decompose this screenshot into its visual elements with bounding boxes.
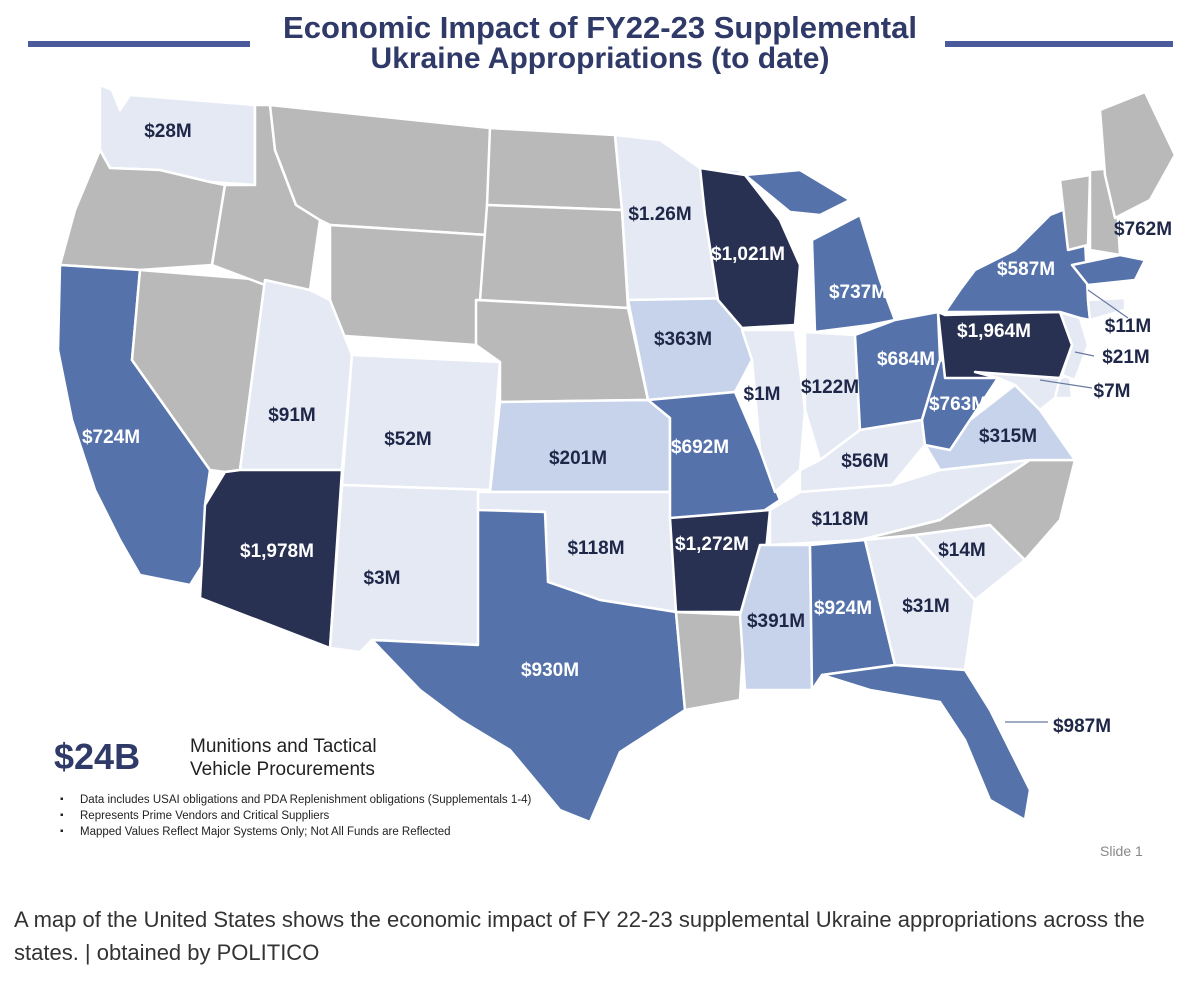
state-nm xyxy=(328,483,492,654)
legend-label-line-2: Vehicle Procurements xyxy=(190,759,375,780)
state-value-mi: $737M xyxy=(829,282,887,303)
title-rule-left xyxy=(28,41,250,47)
state-mi-upper xyxy=(743,168,852,217)
state-va xyxy=(923,383,1077,472)
image-caption: A map of the United States shows the eco… xyxy=(14,907,1145,965)
us-map: $28M $1.26M $1,021M $762M $587M $737M $363M $1,… xyxy=(56,83,1177,824)
state-co xyxy=(340,353,502,492)
state-value-ca: $724M xyxy=(82,427,140,448)
state-value-mn: $1.26M xyxy=(628,204,691,225)
state-value-ks: $201M xyxy=(549,448,607,469)
state-value-ok: $118M xyxy=(567,538,624,559)
state-value-az: $1,978M xyxy=(240,541,314,562)
state-value-nm: $3M xyxy=(364,568,401,589)
state-value-wi: $1,021M xyxy=(711,244,785,265)
state-il xyxy=(740,328,807,494)
state-ks xyxy=(488,398,672,494)
state-value-wv: $763M xyxy=(929,394,987,415)
map-title-line-2: Ukraine Appropriations (to date) xyxy=(370,42,830,75)
map-title-line-1: Economic Impact of FY22-23 Supplemental xyxy=(283,10,917,45)
state-ma xyxy=(1070,253,1147,287)
state-value-ct: $11M xyxy=(1105,316,1151,337)
note-item: Mapped Values Reflect Major Systems Only… xyxy=(58,824,578,840)
state-value-sc: $14M xyxy=(938,540,986,561)
state-value-ky: $56M xyxy=(841,451,889,472)
state-value-ny: $587M xyxy=(997,259,1055,280)
state-value-al: $924M xyxy=(814,598,872,619)
state-me xyxy=(1098,90,1177,220)
state-value-tx: $930M xyxy=(521,660,579,681)
note-item: Represents Prime Vendors and Critical Su… xyxy=(58,808,578,824)
state-value-tn: $118M xyxy=(811,509,868,530)
state-value-de: $7M xyxy=(1094,381,1131,402)
state-value-fl: $987M xyxy=(1053,716,1111,737)
state-value-ma: $762M xyxy=(1114,219,1172,240)
state-wi xyxy=(698,166,802,330)
state-value-ia: $363M xyxy=(654,329,712,350)
state-ms xyxy=(738,543,814,692)
state-vt xyxy=(1058,173,1092,252)
note-item: Data includes USAI obligations and PDA R… xyxy=(58,792,578,808)
state-value-co: $52M xyxy=(384,429,432,450)
state-value-mo: $692M xyxy=(671,437,729,458)
leader-line-de xyxy=(1039,379,1093,389)
state-value-labels: $28M $1.26M $1,021M $762M $587M $737M $363M $1,… xyxy=(82,121,1172,737)
state-value-ut: $91M xyxy=(268,405,316,426)
slide-number: Slide 1 xyxy=(1100,843,1143,859)
leader-line-nj xyxy=(1074,351,1095,357)
state-value-ms: $391M xyxy=(747,611,805,632)
state-value-ga: $31M xyxy=(902,596,950,617)
total-amount: $24B xyxy=(54,736,141,777)
state-mi xyxy=(810,213,897,334)
legend-label: Munitions and Tactical Vehicle Procureme… xyxy=(190,735,450,781)
state-value-in: $122M xyxy=(801,377,859,398)
state-ct xyxy=(1086,296,1127,322)
state-value-pa: $1,964M xyxy=(957,321,1031,342)
state-fl xyxy=(820,663,1032,822)
slide: Economic Impact of FY22-23 Supplemental … xyxy=(0,0,1200,880)
state-value-wa: $28M xyxy=(144,121,192,142)
state-az xyxy=(198,468,344,650)
state-nd xyxy=(485,126,624,212)
leader-line-ct xyxy=(1087,289,1129,319)
state-ne xyxy=(474,298,650,404)
state-value-il: $1M xyxy=(744,384,781,405)
state-wy xyxy=(328,223,489,347)
state-value-oh: $684M xyxy=(877,349,935,370)
state-value-nj: $21M xyxy=(1102,347,1150,368)
state-sd xyxy=(478,203,630,310)
notes-list: Data includes USAI obligations and PDA R… xyxy=(58,792,578,840)
state-value-va: $315M xyxy=(979,426,1037,447)
state-la xyxy=(674,610,747,712)
state-value-ar: $1,272M xyxy=(675,534,749,555)
title-rule-right xyxy=(945,41,1173,47)
legend-label-line-1: Munitions and Tactical xyxy=(190,736,377,757)
